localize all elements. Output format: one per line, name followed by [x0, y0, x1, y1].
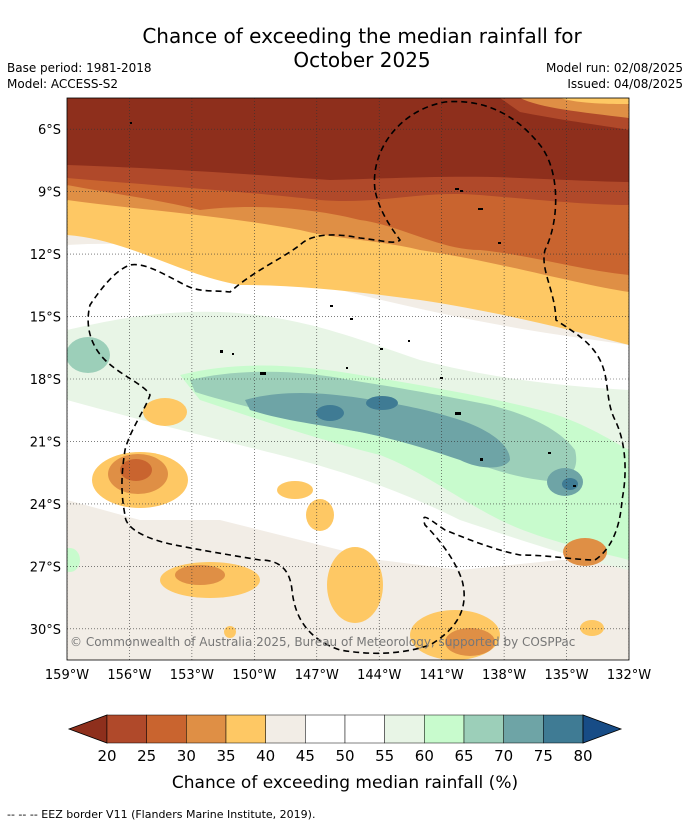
colorbar-arrow-low: [67, 714, 108, 744]
longitude-labels: 159°W 156°W 153°W 150°W 147°W 144°W 141°W 138°W…: [45, 668, 651, 683]
region-80-a: [316, 405, 344, 421]
dry-patch-5: [306, 499, 334, 531]
colorbar-swatch: [106, 714, 147, 744]
latitude-labels: 6°S 9°S 12°S 15°S 18°S 21°S 24°S 27°S 30°S: [30, 123, 61, 638]
lat-label: 30°S: [30, 623, 61, 638]
map-frame: [66, 97, 630, 661]
colorbar-swatch: [344, 714, 385, 744]
lon-label: 132°W: [607, 668, 651, 683]
colorbar-swatch: [503, 714, 544, 744]
dry-patch-6: [327, 547, 383, 623]
lon-label: 153°W: [170, 668, 214, 683]
colorbar-swatch: [424, 714, 465, 744]
map-title: Chance of exceeding the median rainfall …: [0, 24, 690, 72]
colorbar-tick-label: 70: [494, 747, 513, 765]
title-line-1: Chance of exceeding the median rainfall …: [142, 24, 582, 48]
colorbar-tick-label: 55: [375, 747, 394, 765]
lat-label: 21°S: [30, 435, 61, 450]
dry-patch-2c: [120, 459, 152, 481]
lat-label: 27°S: [30, 560, 61, 575]
lon-label: 135°W: [544, 668, 588, 683]
colorbar-tick-label: 35: [216, 747, 235, 765]
colorbar-arrow-high: [582, 714, 623, 744]
region-80-b: [366, 396, 398, 410]
colorbar-tick-label: 20: [97, 747, 116, 765]
colorbar-swatch: [186, 714, 227, 744]
meta-right: Model run: 02/08/2025 Issued: 04/08/2025: [546, 60, 683, 92]
colorbar-tick-label: 30: [177, 747, 196, 765]
colorbar-tick-label: 65: [454, 747, 473, 765]
region-north-20: [67, 98, 629, 182]
lon-label: 144°W: [357, 668, 401, 683]
eez-border: [87, 100, 626, 655]
lon-label: 141°W: [420, 668, 464, 683]
colorbar-tick-label: 45: [296, 747, 315, 765]
lat-label: 18°S: [30, 373, 61, 388]
colorbar-tick-label: 80: [573, 747, 592, 765]
region-80-east: [562, 478, 578, 490]
lon-label: 150°W: [232, 668, 276, 683]
lat-label: 24°S: [30, 498, 61, 513]
dry-patch-3b: [175, 565, 225, 585]
lat-label: 15°S: [30, 311, 61, 326]
colorbar-tick-label: 50: [335, 747, 354, 765]
issued-date: Issued: 04/08/2025: [567, 77, 683, 91]
region-75: [245, 393, 510, 468]
gridlines: [67, 98, 629, 660]
copyright-text: © Commonwealth of Australia 2025, Bureau…: [70, 635, 575, 649]
colorbar-tick-label: 60: [415, 747, 434, 765]
model-run: Model run: 02/08/2025: [545, 61, 683, 75]
colorbar-swatch: [225, 714, 266, 744]
dry-patch-9: [580, 620, 604, 636]
colorbar-label: Chance of exceeding median rainfall (%): [172, 773, 518, 793]
footer-note: -- -- -- EEZ border V11 (Flanders Marine…: [7, 808, 316, 821]
colorbar-tick-label: 40: [256, 747, 275, 765]
colorbar-swatch: [543, 714, 584, 744]
lon-label: 147°W: [295, 668, 339, 683]
colorbar-swatch: [384, 714, 425, 744]
lat-label: 9°S: [38, 186, 61, 201]
dry-patch-1: [143, 398, 187, 426]
lon-label: 156°W: [107, 668, 151, 683]
model-name: Model: ACCESS-S2: [7, 77, 119, 91]
lon-label: 138°W: [482, 668, 526, 683]
title-line-2: October 2025: [293, 48, 431, 72]
region-ne-40: [560, 98, 629, 104]
dry-patch-7b: [445, 628, 495, 656]
meta-left: Base period: 1981-2018 Model: ACCESS-S2: [7, 60, 152, 92]
lat-label: 6°S: [38, 123, 61, 138]
colorbar: 20 25 30 35 40 45 50 55 60 65 70 75 80: [67, 714, 623, 765]
colorbar-swatch: [463, 714, 504, 744]
colorbar-tick-label: 75: [534, 747, 553, 765]
probability-field: © Commonwealth of Australia 2025, Bureau…: [67, 98, 629, 660]
colorbar-swatch: [265, 714, 306, 744]
colorbar-swatch: [146, 714, 187, 744]
base-period: Base period: 1981-2018: [7, 61, 152, 75]
islands: [130, 122, 576, 487]
region-65-sw: [67, 548, 80, 572]
dry-patch-4: [277, 481, 313, 499]
lon-label: 159°W: [45, 668, 89, 683]
colorbar-swatch: [305, 714, 346, 744]
colorbar-tick-label: 25: [137, 747, 156, 765]
lat-label: 12°S: [30, 248, 61, 263]
dry-patch-8: [563, 538, 607, 566]
region-70-west: [67, 337, 110, 373]
